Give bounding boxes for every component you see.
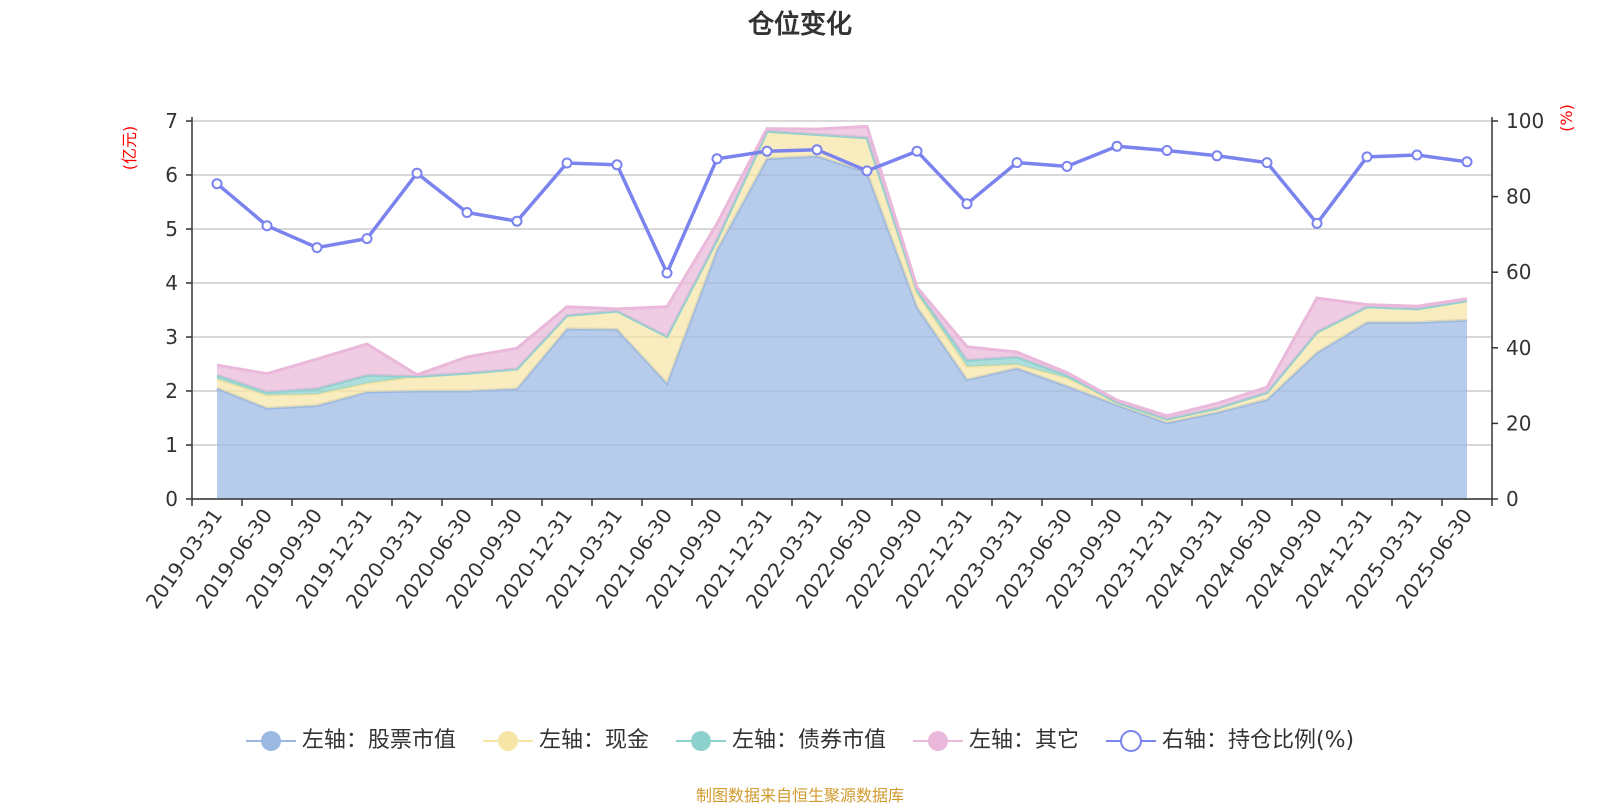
y-left-tick-label: 7 xyxy=(165,109,178,133)
y-left-tick-label: 1 xyxy=(165,433,178,457)
ratio-point[interactable] xyxy=(1061,160,1073,172)
ratio-point[interactable] xyxy=(611,159,623,171)
legend-label-cash: 左轴：现金 xyxy=(538,728,649,753)
ratio-point[interactable] xyxy=(911,145,923,157)
legend-label-ratio: 右轴：持仓比例(%) xyxy=(1161,728,1355,753)
ratio-point[interactable] xyxy=(1261,157,1273,169)
ratio-point[interactable] xyxy=(1111,140,1123,152)
legend-marker-stock xyxy=(245,731,296,751)
legend-item-other[interactable]: 左轴：其它 xyxy=(912,722,1079,754)
ratio-point[interactable] xyxy=(961,198,973,210)
y-left-tick-label: 4 xyxy=(165,271,178,295)
y-right-tick-label: 20 xyxy=(1506,411,1531,435)
y-left-tick-label: 2 xyxy=(165,379,178,403)
ratio-point[interactable] xyxy=(511,215,523,227)
y-right-tick-label: 100 xyxy=(1506,109,1544,133)
area-series-3 xyxy=(217,126,1467,420)
legend-item-cash[interactable]: 左轴：现金 xyxy=(482,722,649,754)
legend-marker-cash xyxy=(482,731,533,751)
source-note: 制图数据来自恒生聚源数据库 xyxy=(695,786,904,805)
ratio-point[interactable] xyxy=(1011,157,1023,169)
area-series-0 xyxy=(217,156,1467,499)
legend-label-bond: 左轴：债券市值 xyxy=(731,728,886,753)
ratio-point[interactable] xyxy=(661,267,673,279)
ratio-point[interactable] xyxy=(1311,217,1323,229)
ratio-point[interactable] xyxy=(711,153,723,165)
y-left-tick-label: 3 xyxy=(165,325,178,349)
legend-item-bond[interactable]: 左轴：债券市值 xyxy=(675,722,886,754)
ratio-point[interactable] xyxy=(411,167,423,179)
ratio-point[interactable] xyxy=(461,207,473,218)
ratio-point[interactable] xyxy=(1411,149,1423,161)
area-series-3-line xyxy=(216,124,1468,418)
ratio-point[interactable] xyxy=(1161,145,1173,156)
ratio-point[interactable] xyxy=(1361,151,1373,163)
legend-item-ratio[interactable]: 右轴：持仓比例(%) xyxy=(1105,722,1355,754)
y-right-tick-label: 80 xyxy=(1506,185,1531,209)
legend-marker-ratio xyxy=(1105,730,1156,752)
chart-title: 仓位变化 xyxy=(747,10,852,40)
y-left-tick-label: 5 xyxy=(165,217,178,241)
ratio-point[interactable] xyxy=(261,220,273,232)
ratio-point[interactable] xyxy=(861,165,873,177)
ratio-point[interactable] xyxy=(761,145,773,157)
legend-label-other: 左轴：其它 xyxy=(968,728,1079,753)
ratio-point[interactable] xyxy=(561,157,573,169)
ratio-point[interactable] xyxy=(211,178,223,190)
ratio-point[interactable] xyxy=(1211,150,1223,162)
legend-marker-other xyxy=(912,731,963,751)
legend-label-stock: 左轴：股票市值 xyxy=(301,728,456,753)
ratio-point[interactable] xyxy=(1461,156,1473,168)
legend-marker-bond xyxy=(675,731,726,751)
ratio-point[interactable] xyxy=(361,233,373,245)
ratio-point[interactable] xyxy=(811,144,823,156)
y-left-unit: (亿元) xyxy=(120,126,139,171)
legend-item-stock[interactable]: 左轴：股票市值 xyxy=(245,722,456,754)
y-right-tick-label: 40 xyxy=(1506,336,1531,360)
area-series-1 xyxy=(217,131,1467,423)
chart-legend: 左轴：股票市值 左轴：现金 左轴：债券市值 左轴：其它 右轴：持仓比例(%) xyxy=(0,722,1600,754)
y-left-tick-label: 6 xyxy=(165,163,178,187)
ratio-point[interactable] xyxy=(311,242,323,254)
y-right-tick-label: 60 xyxy=(1506,260,1531,284)
y-right-tick-label: 0 xyxy=(1506,487,1519,511)
ratio-line xyxy=(215,144,1468,278)
y-right-unit: (%) xyxy=(1557,104,1576,132)
y-left-tick-label: 0 xyxy=(165,487,178,511)
